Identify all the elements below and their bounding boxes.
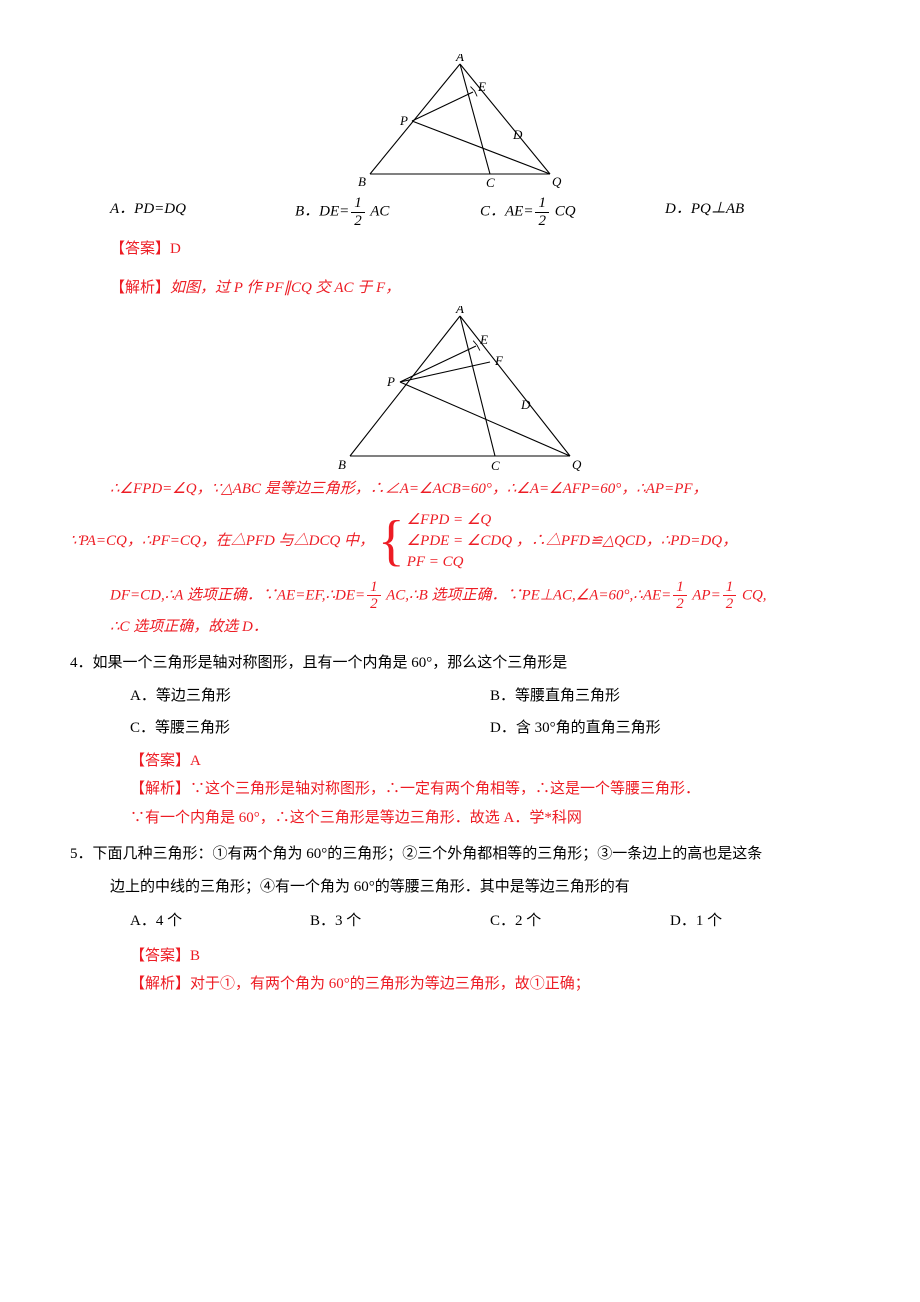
q4-stem: 4．如果一个三角形是轴对称图形，且有一个内角是 60°，那么这个三角形是 bbox=[70, 649, 850, 678]
svg-text:Q: Q bbox=[552, 174, 562, 189]
fraction-half: 12 bbox=[535, 195, 549, 229]
svg-text:F: F bbox=[494, 353, 504, 368]
triangle-figure-1: A B C Q P E D bbox=[350, 54, 570, 189]
fraction-half: 12 bbox=[673, 579, 687, 613]
svg-text:A: A bbox=[455, 54, 464, 64]
equation-system: { ∠FPD = ∠Q ∠PDE = ∠CDQ PF = CQ bbox=[378, 510, 512, 573]
q5-options-row: A．4 个 B．3 个 C．2 个 D．1 个 bbox=[130, 907, 850, 936]
q3-options-row: A．PD=DQ B．DE=12 AC C．AE=12 CQ D．PQ⊥AB bbox=[110, 195, 850, 229]
svg-text:P: P bbox=[399, 113, 408, 128]
answer-label: 【答案】 bbox=[130, 753, 190, 769]
explanation-label: 【解析】 bbox=[130, 781, 190, 797]
svg-text:C: C bbox=[486, 175, 495, 189]
q3-option-a: A．PD=DQ bbox=[110, 195, 295, 229]
q3-expl-line1: ∴∠FPD=∠Q，∵△ABC 是等边三角形，∴∠A=∠ACB=60°，∴∠A=∠… bbox=[110, 475, 850, 504]
q5-explanation-1: 【解析】对于①，有两个角为 60°的三角形为等边三角形，故①正确； bbox=[130, 970, 850, 999]
q5-expl-text-1: 对于①，有两个角为 60°的三角形为等边三角形，故①正确； bbox=[190, 976, 590, 992]
q4-options-row2: C．等腰三角形 D．含 30°角的直角三角形 bbox=[130, 714, 850, 743]
q3-expl-line4: ∴C 选项正确，故选 D． bbox=[110, 613, 850, 642]
q3-expl-line3: DF=CD,∴A 选项正确．∵AE=EF,∴DE=12 AC,∴B 选项正确．∵… bbox=[110, 579, 850, 613]
q4-option-a: A．等边三角形 bbox=[130, 682, 490, 711]
system-line-2: ∠PDE = ∠CDQ bbox=[407, 531, 512, 552]
q5-option-d: D．1 个 bbox=[670, 907, 850, 936]
answer-label: 【答案】 bbox=[110, 241, 170, 257]
q3-expl-line3-b: AC,∴B 选项正确．∵PE⊥AC,∠A=60°,∴AE= bbox=[383, 587, 672, 603]
system-line-3: PF = CQ bbox=[407, 552, 512, 573]
q3-option-d: D．PQ⊥AB bbox=[665, 195, 850, 229]
q5-option-a: A．4 个 bbox=[130, 907, 310, 936]
q4-option-d: D．含 30°角的直角三角形 bbox=[490, 714, 850, 743]
q5-option-b: B．3 个 bbox=[310, 907, 490, 936]
q5-stem-line2: 边上的中线的三角形；④有一个角为 60°的等腰三角形．其中是等边三角形的有 bbox=[110, 873, 850, 902]
q5-option-c: C．2 个 bbox=[490, 907, 670, 936]
svg-text:C: C bbox=[491, 458, 500, 471]
q3-option-c-prefix: C．AE= bbox=[480, 203, 533, 219]
q4-options-row1: A．等边三角形 B．等腰直角三角形 bbox=[130, 682, 850, 711]
q4-explanation-2: ∵有一个内角是 60°，∴这个三角形是等边三角形．故选 A．学*科网 bbox=[130, 804, 850, 833]
q3-answer: 【答案】D bbox=[110, 235, 850, 264]
q3-expl-line3-d: CQ, bbox=[738, 587, 766, 603]
svg-text:D: D bbox=[512, 127, 523, 142]
q3-expl-intro-text: 如图，过 P 作 PF∥CQ 交 AC 于 F， bbox=[170, 280, 400, 296]
svg-text:A: A bbox=[455, 306, 464, 316]
q3-explanation-intro: 【解析】如图，过 P 作 PF∥CQ 交 AC 于 F， bbox=[110, 274, 850, 303]
fraction-half: 12 bbox=[351, 195, 365, 229]
svg-text:Q: Q bbox=[572, 457, 582, 471]
fraction-half: 12 bbox=[367, 579, 381, 613]
q3-option-c: C．AE=12 CQ bbox=[480, 195, 665, 229]
svg-text:E: E bbox=[477, 79, 486, 94]
system-line-1: ∠FPD = ∠Q bbox=[407, 510, 512, 531]
triangle-figure-2: A B C Q P EF D bbox=[330, 306, 590, 471]
q3-expl-line3-a: DF=CD,∴A 选项正确．∵AE=EF,∴DE= bbox=[110, 587, 365, 603]
q5-answer: 【答案】B bbox=[130, 942, 850, 971]
figure-2: A B C Q P EF D bbox=[70, 306, 850, 471]
q3-expl-line2: ∵PA=CQ，∴PF=CQ，在△PFD 与△DCQ 中， { ∠FPD = ∠Q… bbox=[70, 510, 850, 573]
svg-text:B: B bbox=[338, 457, 346, 471]
q4-option-b: B．等腰直角三角形 bbox=[490, 682, 850, 711]
q4-explanation-1: 【解析】∵这个三角形是轴对称图形，∴一定有两个角相等，∴这是一个等腰三角形． bbox=[130, 775, 850, 804]
q5-stem-line1: 5．下面几种三角形：①有两个角为 60°的三角形；②三个外角都相等的三角形；③一… bbox=[70, 840, 850, 869]
answer-value: B bbox=[190, 948, 200, 964]
answer-value: D bbox=[170, 241, 181, 257]
q3-option-b-suffix: AC bbox=[367, 203, 390, 219]
q3-option-c-suffix: CQ bbox=[551, 203, 576, 219]
q3-option-b-prefix: B．DE= bbox=[295, 203, 349, 219]
fraction-half: 12 bbox=[723, 579, 737, 613]
explanation-label: 【解析】 bbox=[110, 280, 170, 296]
q4-expl-text-1: ∵这个三角形是轴对称图形，∴一定有两个角相等，∴这是一个等腰三角形． bbox=[190, 781, 700, 797]
svg-text:P: P bbox=[386, 374, 395, 389]
svg-text:E: E bbox=[479, 332, 488, 347]
q3-expl-line3-c: AP= bbox=[689, 587, 721, 603]
q3-option-b: B．DE=12 AC bbox=[295, 195, 480, 229]
q4-option-c: C．等腰三角形 bbox=[130, 714, 490, 743]
figure-1: A B C Q P E D bbox=[70, 54, 850, 189]
q3-expl-line2-pre: ∵PA=CQ，∴PF=CQ，在△PFD 与△DCQ 中， bbox=[70, 532, 374, 548]
answer-value: A bbox=[190, 753, 201, 769]
answer-label: 【答案】 bbox=[130, 948, 190, 964]
explanation-label: 【解析】 bbox=[130, 976, 190, 992]
svg-text:D: D bbox=[520, 397, 531, 412]
left-brace-icon: { bbox=[378, 513, 405, 569]
q3-expl-line2-post: ，∴△PFD≌△QCD，∴PD=DQ， bbox=[516, 532, 737, 548]
svg-text:B: B bbox=[358, 174, 366, 189]
q4-answer: 【答案】A bbox=[130, 747, 850, 776]
